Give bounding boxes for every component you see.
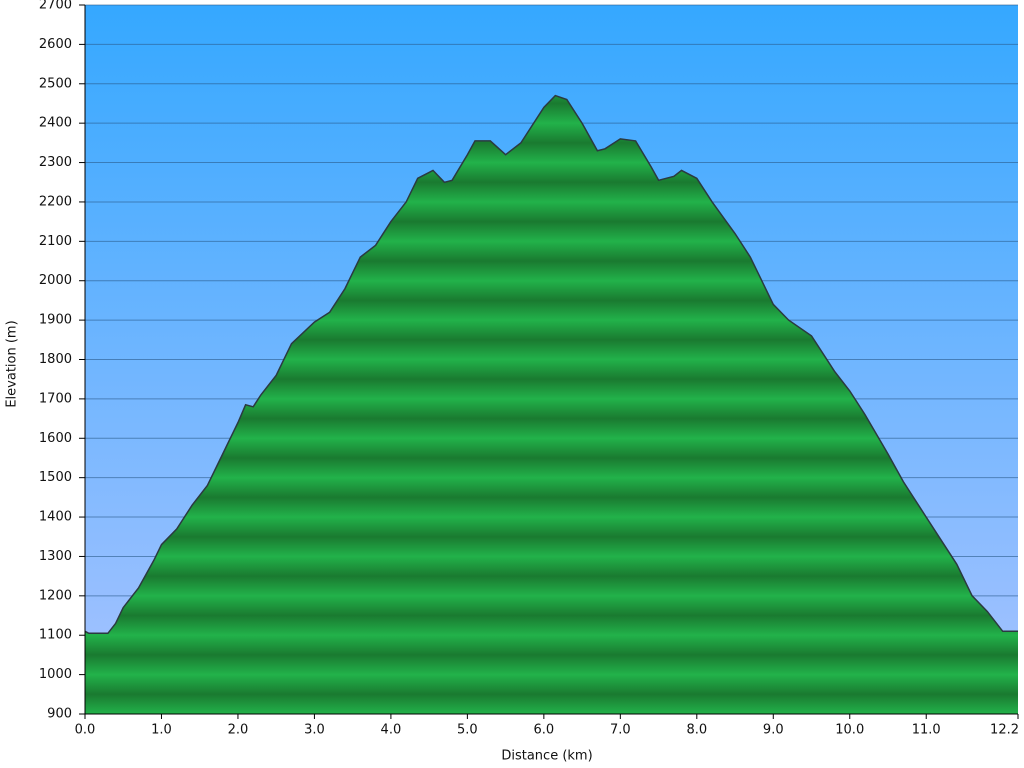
y-tick-label: 1600 xyxy=(39,431,72,446)
x-tick-label: 1.0 xyxy=(151,723,172,738)
y-tick-label: 1300 xyxy=(39,549,72,564)
profile-line xyxy=(84,94,1018,635)
x-tick-label: 2.0 xyxy=(228,723,249,738)
x-tick-label: 8.0 xyxy=(686,723,707,738)
y-tick-label: 1500 xyxy=(39,470,72,485)
y-tick-label: 900 xyxy=(47,707,72,722)
x-tick-label: 3.0 xyxy=(304,723,325,738)
y-tick-label: 2200 xyxy=(39,194,72,209)
x-tick-label: 0.0 xyxy=(75,723,96,738)
x-tick-label: 10.0 xyxy=(835,723,864,738)
y-tick-label: 1100 xyxy=(39,628,72,643)
y-tick-label: 1700 xyxy=(39,391,72,406)
y-tick-label: 1400 xyxy=(39,510,72,525)
y-tick-label: 1800 xyxy=(39,352,72,367)
x-tick-label: 6.0 xyxy=(534,723,555,738)
x-tick-label: 12.2 xyxy=(990,723,1019,738)
x-tick-label: 9.0 xyxy=(763,723,784,738)
y-tick-label: 2000 xyxy=(39,273,72,288)
x-axis-title: Distance (km) xyxy=(501,749,592,764)
y-tick-label: 2600 xyxy=(39,37,72,52)
x-tick-label: 11.0 xyxy=(912,723,941,738)
y-tick-label: 2700 xyxy=(39,0,72,13)
area xyxy=(85,95,1018,715)
x-tick-label: 5.0 xyxy=(457,723,478,738)
x-tick-label: 7.0 xyxy=(610,723,631,738)
y-tick-label: 2500 xyxy=(39,76,72,91)
y-tick-label: 2400 xyxy=(39,116,72,131)
y-tick-label: 2300 xyxy=(39,155,72,170)
x-tick-label: 4.0 xyxy=(381,723,402,738)
y-tick-label: 1200 xyxy=(39,588,72,603)
y-tick-label: 1900 xyxy=(39,313,72,328)
y-tick-label: 1000 xyxy=(39,667,72,682)
y-tick-label: 2100 xyxy=(39,234,72,249)
y-axis-title: Elevation (m) xyxy=(5,320,20,407)
